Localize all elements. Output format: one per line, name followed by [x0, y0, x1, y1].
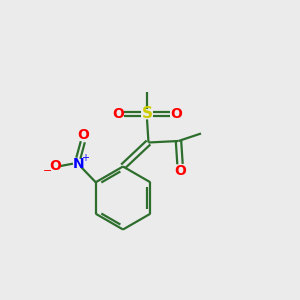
Text: O: O — [170, 107, 182, 121]
Text: S: S — [142, 106, 152, 122]
Text: −: − — [43, 167, 52, 176]
Text: O: O — [49, 159, 61, 173]
Text: +: + — [81, 153, 89, 163]
Text: O: O — [174, 164, 186, 178]
Text: O: O — [77, 128, 89, 142]
Text: O: O — [112, 107, 124, 121]
Text: N: N — [73, 157, 84, 171]
